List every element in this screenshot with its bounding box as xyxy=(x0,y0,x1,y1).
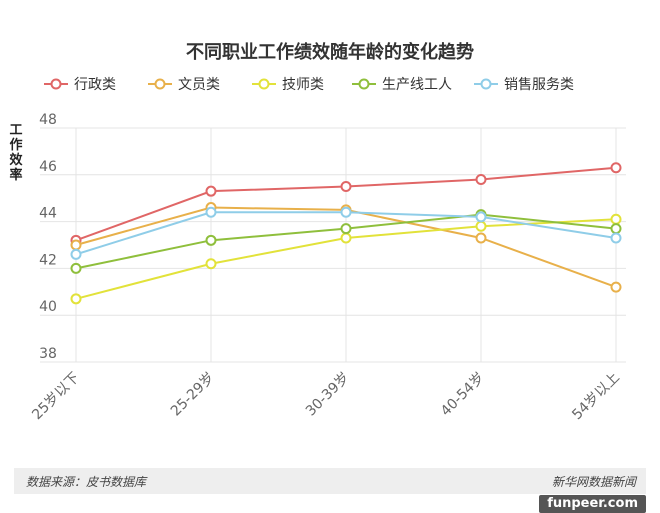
data-point xyxy=(340,223,352,235)
legend-item: 生产线工人 xyxy=(352,77,452,93)
legend-swatch-marker xyxy=(258,78,270,90)
x-tick-label: 25-29岁 xyxy=(168,370,218,420)
data-point xyxy=(610,223,622,235)
legend-swatch-marker xyxy=(154,78,166,90)
legend-swatch-marker xyxy=(50,78,62,90)
legend-item: 行政类 xyxy=(44,77,116,93)
legend-label: 文员类 xyxy=(178,77,220,93)
x-tick-label: 30-39岁 xyxy=(303,370,353,420)
legend-swatch-marker xyxy=(480,78,492,90)
data-point xyxy=(70,262,82,274)
series xyxy=(70,162,622,305)
data-point xyxy=(475,173,487,185)
y-tick-label: 48 xyxy=(39,112,57,128)
y-axis-label-char: 作 xyxy=(9,137,22,153)
y-tick-label: 44 xyxy=(39,206,57,222)
legend-label: 生产线工人 xyxy=(382,77,452,93)
line-chart: 不同职业工作绩效随年龄的变化趋势 行政类 文员类 技师类 生产线工人 销售服务类 工作效… xyxy=(9,41,626,424)
series-group xyxy=(70,206,622,260)
data-point xyxy=(610,213,622,225)
data-point xyxy=(70,248,82,260)
x-tick-label: 25岁以下 xyxy=(29,370,83,424)
data-point xyxy=(70,293,82,305)
legend-item: 文员类 xyxy=(148,77,220,93)
legend-item: 销售服务类 xyxy=(474,77,574,93)
data-point xyxy=(340,181,352,192)
grid xyxy=(40,127,626,363)
x-tick-label: 54岁以上 xyxy=(569,370,623,424)
data-point xyxy=(475,232,487,244)
x-tick-labels: 25岁以下 25-29岁 30-39岁 40-54岁 54岁以上 xyxy=(29,370,623,424)
watermark: funpeer.com xyxy=(539,495,646,513)
data-point xyxy=(340,206,352,218)
y-axis-label-char: 率 xyxy=(9,167,22,183)
data-point xyxy=(340,232,352,244)
y-axis-label-char: 效 xyxy=(9,152,23,168)
x-tick-label: 40-54岁 xyxy=(438,370,488,420)
data-point xyxy=(610,162,622,174)
y-tick-label: 42 xyxy=(39,252,57,268)
y-tick-label: 46 xyxy=(39,159,57,175)
data-point xyxy=(205,206,217,218)
legend-label: 销售服务类 xyxy=(504,77,574,93)
data-point xyxy=(205,185,217,197)
data-point xyxy=(70,239,82,251)
data-point xyxy=(475,220,487,232)
y-axis-label-char: 工 xyxy=(9,123,22,138)
y-tick-label: 40 xyxy=(39,299,57,315)
data-point xyxy=(610,232,622,244)
legend: 行政类 文员类 技师类 生产线工人 销售服务类 xyxy=(44,77,574,93)
legend-swatch-marker xyxy=(358,78,370,90)
legend-item: 技师类 xyxy=(252,77,324,93)
legend-label: 行政类 xyxy=(74,77,116,93)
chart-title: 不同职业工作绩效随年龄的变化趋势 xyxy=(186,41,474,63)
data-point xyxy=(475,211,487,223)
y-tick-label: 38 xyxy=(39,346,57,362)
data-point xyxy=(205,234,217,246)
data-point xyxy=(205,258,217,270)
data-point xyxy=(610,281,622,293)
brand-text: 新华网数据新闻 xyxy=(551,475,636,489)
legend-label: 技师类 xyxy=(282,77,324,93)
y-tick-labels: 38 40 42 44 46 48 xyxy=(39,112,57,362)
footer-bar: 数据来源：皮书数据库 新华网数据新闻 xyxy=(14,468,646,494)
series-group xyxy=(70,162,622,246)
data-source-text: 数据来源：皮书数据库 xyxy=(26,475,147,489)
